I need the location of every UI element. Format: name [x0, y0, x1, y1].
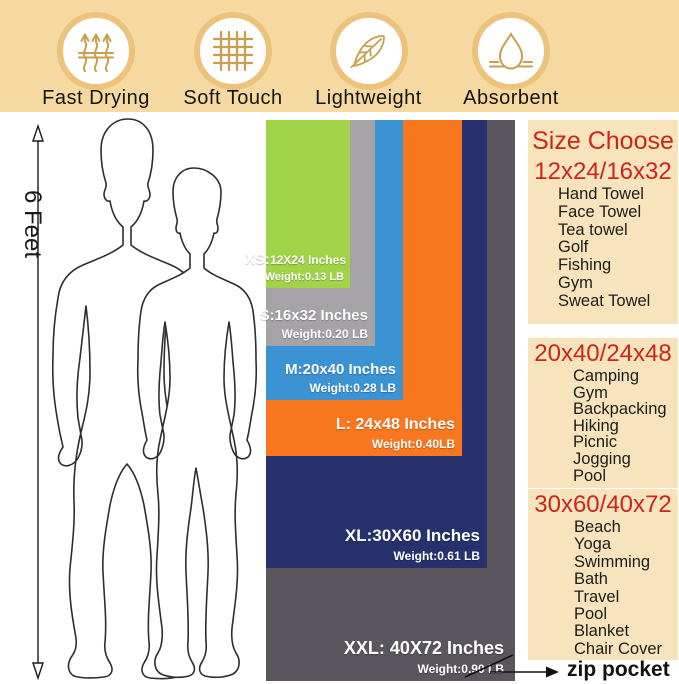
list-item: Pool: [574, 605, 608, 624]
list-item: Beach: [574, 518, 621, 536]
size-guide-title: Size Choose: [532, 127, 674, 155]
size-guide-block-medium: 20x40/24x48 Camping Gym Backpacking Hiki…: [528, 338, 678, 488]
list-item: Blanket: [574, 622, 630, 641]
list-item: Tea towel: [558, 220, 628, 239]
feature-soft-touch: Soft Touch: [163, 0, 303, 112]
size-rect-label: M:20x40 Inches Weight:0.28 LB: [285, 361, 396, 395]
size-guide-list: Camping Gym Backpacking Hiking Picnic Jo…: [528, 368, 678, 484]
zip-pocket-label: zip pocket: [567, 658, 670, 681]
woman-outline-figure: [136, 167, 258, 679]
list-item: Face Towel: [558, 202, 642, 221]
list-item: Golf: [558, 238, 589, 257]
feature-label: Fast Drying: [42, 87, 150, 109]
size-rect-xs: XS:12X24 Inches Weight:0.13 LB: [245, 120, 350, 288]
six-feet-ruler-arrow: [32, 123, 44, 681]
feature-label: Soft Touch: [183, 87, 283, 109]
size-rect-label: XL:30X60 Inches Weight:0.61 LB: [344, 526, 480, 563]
list-item: Travel: [574, 587, 620, 606]
list-item: Gym: [573, 383, 608, 402]
feature-label: Lightweight: [315, 87, 422, 109]
fast-drying-steam-icon: [57, 12, 135, 90]
list-item: Chair Cover: [574, 639, 663, 658]
list-item: Pool: [573, 466, 607, 485]
lightweight-feather-icon: [329, 12, 408, 90]
list-item: Gym: [558, 273, 593, 292]
human-figures-and-ruler: 6 Feet: [19, 118, 258, 681]
size-rect-label: XXL: 40X72 Inches Weight:0.90 LB: [343, 638, 504, 676]
list-item: Swimming: [574, 552, 651, 571]
list-item: Yoga: [574, 535, 612, 554]
feature-lightweight: Lightweight: [296, 0, 441, 112]
list-item: Bath: [574, 570, 608, 589]
size-guide-list: Beach Yoga Swimming Bath Travel Pool Bla…: [528, 518, 678, 658]
list-item: Picnic: [573, 433, 618, 452]
size-rect-label: L: 24x48 Inches Weight:0.40LB: [335, 416, 455, 451]
feature-fast-drying: Fast Drying: [26, 0, 166, 112]
size-guide-heading: 30x60/40x72: [534, 491, 672, 518]
list-item: Jogging: [573, 449, 631, 468]
six-feet-label: 6 Feet: [19, 190, 46, 258]
feature-label: Absorbent: [463, 87, 559, 109]
size-guide-block-large: 30x60/40x72 Beach Yoga Swimming Bath Tra…: [528, 489, 678, 660]
list-item: Hand Towel: [558, 185, 644, 203]
size-rect-label: XS:12X24 Inches Weight:0.13 LB: [244, 251, 346, 283]
list-item: Sweat Towel: [558, 291, 651, 310]
feature-banner: Fast Drying Soft Touch: [0, 0, 679, 112]
list-item: Backpacking: [573, 400, 667, 419]
list-item: Hiking: [573, 416, 619, 435]
absorbent-droplet-icon: [472, 12, 550, 90]
feature-absorbent: Absorbent: [441, 0, 581, 112]
size-guide-list: Hand Towel Face Towel Tea towel Golf Fis…: [528, 185, 678, 311]
size-guide-heading: 12x24/16x32: [534, 158, 672, 185]
size-guide-heading: 20x40/24x48: [534, 340, 672, 367]
list-item: Camping: [573, 367, 640, 385]
soft-touch-weave-icon: [194, 12, 272, 90]
size-rect-label: S:16x32 Inches Weight:0.20 LB: [259, 307, 368, 341]
size-guide-block-small: Size Choose 12x24/16x32 Hand Towel Face …: [528, 120, 678, 324]
list-item: Fishing: [558, 256, 612, 275]
